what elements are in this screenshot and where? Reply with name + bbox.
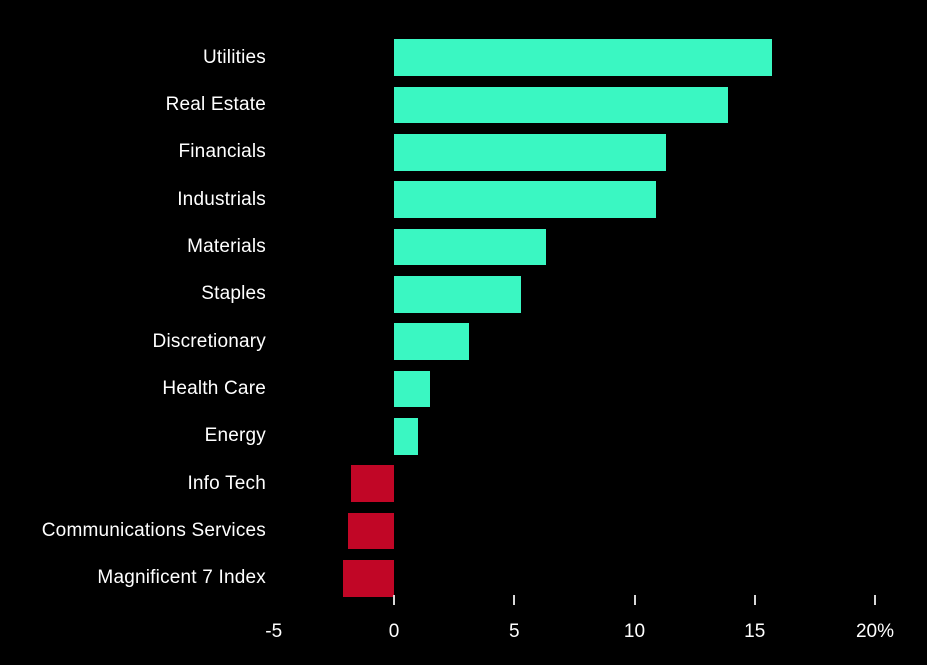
bar-energy — [394, 418, 419, 455]
category-label-info-tech: Info Tech — [187, 472, 266, 494]
bar-utilities — [394, 39, 772, 76]
category-label-magnificent-7-index: Magnificent 7 Index — [97, 567, 266, 589]
category-label-financials: Financials — [178, 141, 266, 163]
bar-discretionary — [394, 323, 469, 360]
bar-health-care — [394, 370, 431, 408]
category-label-health-care: Health Care — [162, 378, 266, 399]
x-axis-tick-mark-10 — [633, 595, 636, 605]
x-axis-tick-mark-15 — [753, 595, 756, 605]
category-label-real-estate: Real Estate — [165, 93, 266, 115]
x-axis-tick-label-20: 20% — [855, 621, 895, 642]
category-label-energy: Energy — [204, 425, 266, 447]
category-label-materials: Materials — [187, 235, 266, 257]
bar-materials — [394, 228, 546, 266]
bar-info-tech — [350, 465, 394, 502]
x-axis-tick-label-15: 15 — [744, 621, 766, 642]
bar-financials — [394, 134, 666, 171]
x-axis-tick-label-10: 10 — [623, 621, 646, 642]
category-label-staples: Staples — [201, 283, 266, 305]
x-axis-tick-label-5: 5 — [508, 621, 520, 642]
bar-industrials — [394, 181, 657, 218]
bar-magnificent-7-index — [343, 560, 394, 597]
x-axis-tick-mark-5 — [513, 595, 516, 605]
category-label-utilities: Utilities — [202, 46, 266, 68]
bar-communications-services — [348, 512, 394, 550]
category-label-discretionary: Discretionary — [152, 330, 266, 352]
x-axis-tick-label-5: -5 — [265, 621, 283, 642]
x-axis-tick-mark-20 — [874, 595, 876, 605]
category-label-industrials: Industrials — [177, 188, 266, 210]
x-axis-tick-mark-0 — [393, 595, 395, 605]
bar-staples — [394, 276, 522, 313]
bar-real-estate — [394, 86, 729, 124]
x-axis-tick-label-0: 0 — [388, 621, 400, 642]
category-label-communications-services: Communications Services — [41, 520, 266, 542]
